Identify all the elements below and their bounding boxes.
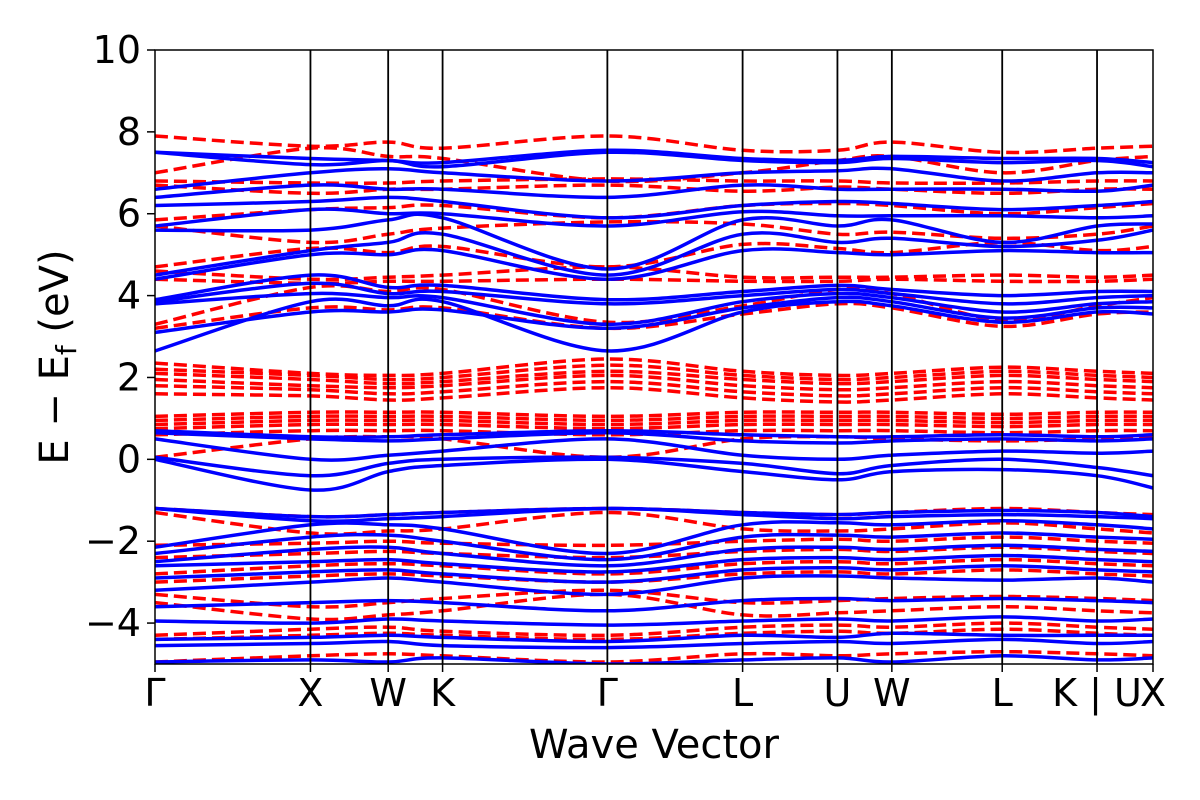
band-solid-1 xyxy=(155,637,1153,650)
band-solid-9 xyxy=(155,531,1153,562)
band-solid-28 xyxy=(155,183,1153,200)
y-tick-label: 0 xyxy=(117,437,141,481)
band-solid-15 xyxy=(155,437,1153,462)
y-axis-title-main: E − E xyxy=(32,355,78,465)
band-solid-22 xyxy=(155,273,1153,302)
y-tick-label: 6 xyxy=(117,192,141,236)
y-tick-label: 2 xyxy=(117,355,141,399)
band-solid-19 xyxy=(155,295,1153,335)
band-solid-6 xyxy=(155,564,1153,584)
x-tick-label: K | U xyxy=(1052,671,1142,716)
band-solid-20 xyxy=(155,291,1153,327)
y-tick-label: −4 xyxy=(85,601,141,645)
band-dashed-24 xyxy=(155,283,1153,327)
band-dashed-18 xyxy=(155,379,1153,398)
band-dashed-3 xyxy=(155,592,1153,622)
band-dashed-20 xyxy=(155,369,1153,386)
band-solid-4 xyxy=(155,596,1153,613)
y-tick-label: 8 xyxy=(117,110,141,154)
band-solid-8 xyxy=(155,543,1153,568)
y-axis-ticks: −4 −2 0 2 4 6 8 10 xyxy=(85,28,155,645)
x-tick-label: Γ xyxy=(597,671,618,715)
x-tick-label: X xyxy=(297,671,323,715)
x-tick-label: K xyxy=(430,671,456,715)
band-solid-30 xyxy=(155,150,1153,169)
band-solid-10 xyxy=(155,518,1153,556)
band-dashed-30 xyxy=(155,183,1153,196)
band-solid-14 xyxy=(155,455,1153,478)
plot-frame xyxy=(154,49,1154,665)
band-dashed-19 xyxy=(155,373,1153,392)
band-solid-29 xyxy=(155,166,1153,191)
band-dashed-12 xyxy=(155,428,1153,437)
band-solid-23 xyxy=(155,247,1153,281)
x-axis-title: Wave Vector xyxy=(529,722,780,768)
band-solid-2 xyxy=(155,631,1153,644)
band-solid-17 xyxy=(155,428,1153,440)
x-tick-label: W xyxy=(369,671,407,715)
kpoint-lines xyxy=(309,50,1098,664)
band-solid-7 xyxy=(155,553,1153,574)
band-dashed-16 xyxy=(155,410,1153,419)
y-tick-label: 4 xyxy=(117,274,141,318)
y-tick-label: 10 xyxy=(93,28,141,72)
band-solid-25 xyxy=(155,212,1153,271)
band-dashed-4 xyxy=(155,588,1153,609)
band-solid-21 xyxy=(155,281,1153,306)
band-solid-24 xyxy=(155,228,1153,277)
x-tick-label: W xyxy=(873,671,911,715)
band-dashed-5 xyxy=(155,568,1153,584)
y-axis-title-sub: f xyxy=(50,344,83,355)
band-solid-31 xyxy=(155,148,1153,165)
x-tick-label: L xyxy=(732,671,753,715)
y-axis-title-unit: (eV) xyxy=(32,249,78,345)
band-dashed-31 xyxy=(155,177,1153,186)
band-dashed-21 xyxy=(155,363,1153,382)
x-tick-label: U xyxy=(824,671,852,715)
band-solid-26 xyxy=(155,207,1153,228)
band-solid-16 xyxy=(155,430,1153,445)
band-solid-0 xyxy=(155,654,1153,664)
band-dashed-2 xyxy=(155,621,1153,638)
y-axis-title: E − Ef (eV) xyxy=(32,249,83,464)
band-dashed-13 xyxy=(155,422,1153,431)
x-tick-label: L xyxy=(992,671,1013,715)
band-solid-12 xyxy=(155,506,1153,519)
band-dashed-14 xyxy=(155,418,1153,427)
band-solid-27 xyxy=(155,195,1153,220)
y-tick-label: −2 xyxy=(85,519,141,563)
x-tick-label: X xyxy=(1140,671,1166,715)
band-solid-5 xyxy=(155,574,1153,597)
band-dashed-25 xyxy=(155,277,1153,286)
band-dashed-23 xyxy=(155,301,1153,331)
band-dashed-17 xyxy=(155,385,1153,404)
band-dashed-33 xyxy=(155,134,1153,155)
band-dashed-0 xyxy=(155,649,1153,664)
band-dashed-6 xyxy=(155,557,1153,576)
band-dashed-22 xyxy=(155,357,1153,378)
band-solid-13 xyxy=(155,457,1153,492)
bands-layer xyxy=(155,134,1153,664)
band-dashed-28 xyxy=(155,219,1153,245)
band-solid-3 xyxy=(155,615,1153,627)
x-tick-label: Γ xyxy=(144,671,165,715)
band-dashed-15 xyxy=(155,414,1153,423)
